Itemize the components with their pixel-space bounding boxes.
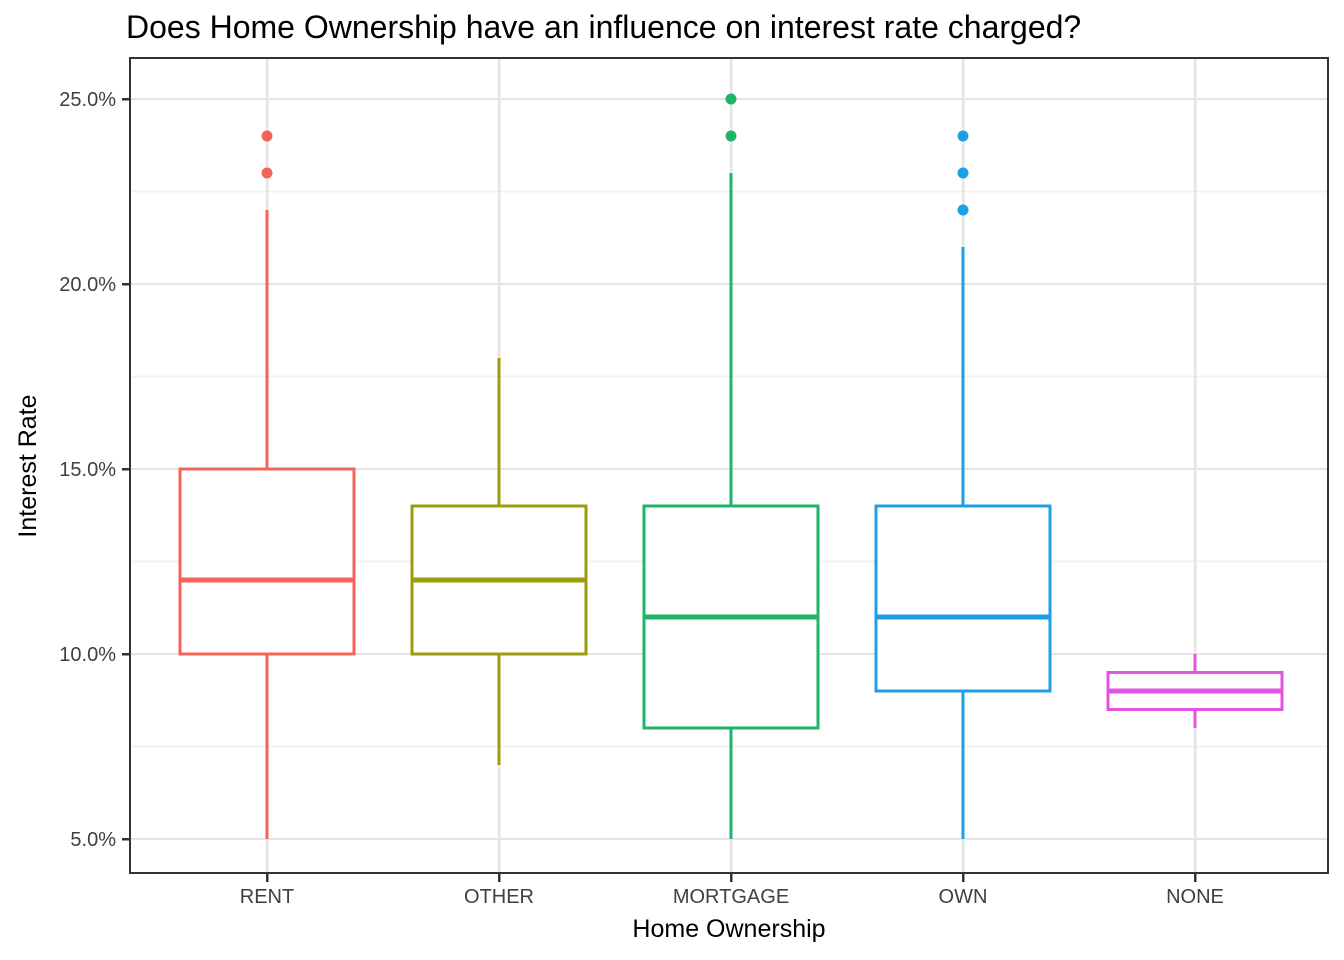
boxplot-own	[874, 130, 1052, 839]
y-tick-label: 15.0%	[59, 459, 116, 481]
y-tick-label: 5.0%	[70, 829, 116, 851]
y-tick-label: 20.0%	[59, 274, 116, 296]
y-tick-label: 25.0%	[59, 89, 116, 111]
iqr-box	[178, 467, 356, 656]
x-axis-title: Home Ownership	[632, 915, 825, 943]
outlier-point	[725, 130, 737, 142]
y-axis-title: Interest Rate	[14, 394, 42, 537]
outlier-point	[725, 93, 737, 105]
boxplot-rent	[178, 130, 356, 839]
x-tick-label: OTHER	[464, 886, 534, 908]
y-tick-label: 10.0%	[59, 644, 116, 666]
x-tick-label: NONE	[1166, 886, 1224, 908]
panel-background	[130, 58, 1328, 873]
outlier-point	[957, 130, 969, 142]
outlier-point	[261, 130, 273, 142]
boxplot-mortgage	[642, 93, 820, 839]
x-tick-label: MORTGAGE	[673, 886, 789, 908]
panel-border	[129, 57, 1329, 874]
panel-layer: 5.0% 10.0% 15.0% 20.0% 25.0% RENT OTHER MORTGAG…	[59, 57, 1329, 908]
boxplot-none	[1106, 654, 1284, 728]
x-tick-label: RENT	[240, 886, 294, 908]
boxplot-other	[410, 358, 588, 765]
chart-title: Does Home Ownership have an influence on…	[126, 9, 1081, 45]
x-tick-label: OWN	[939, 886, 988, 908]
iqr-box	[874, 504, 1052, 693]
outlier-point	[957, 204, 969, 216]
outlier-point	[957, 167, 969, 179]
outlier-point	[261, 167, 273, 179]
